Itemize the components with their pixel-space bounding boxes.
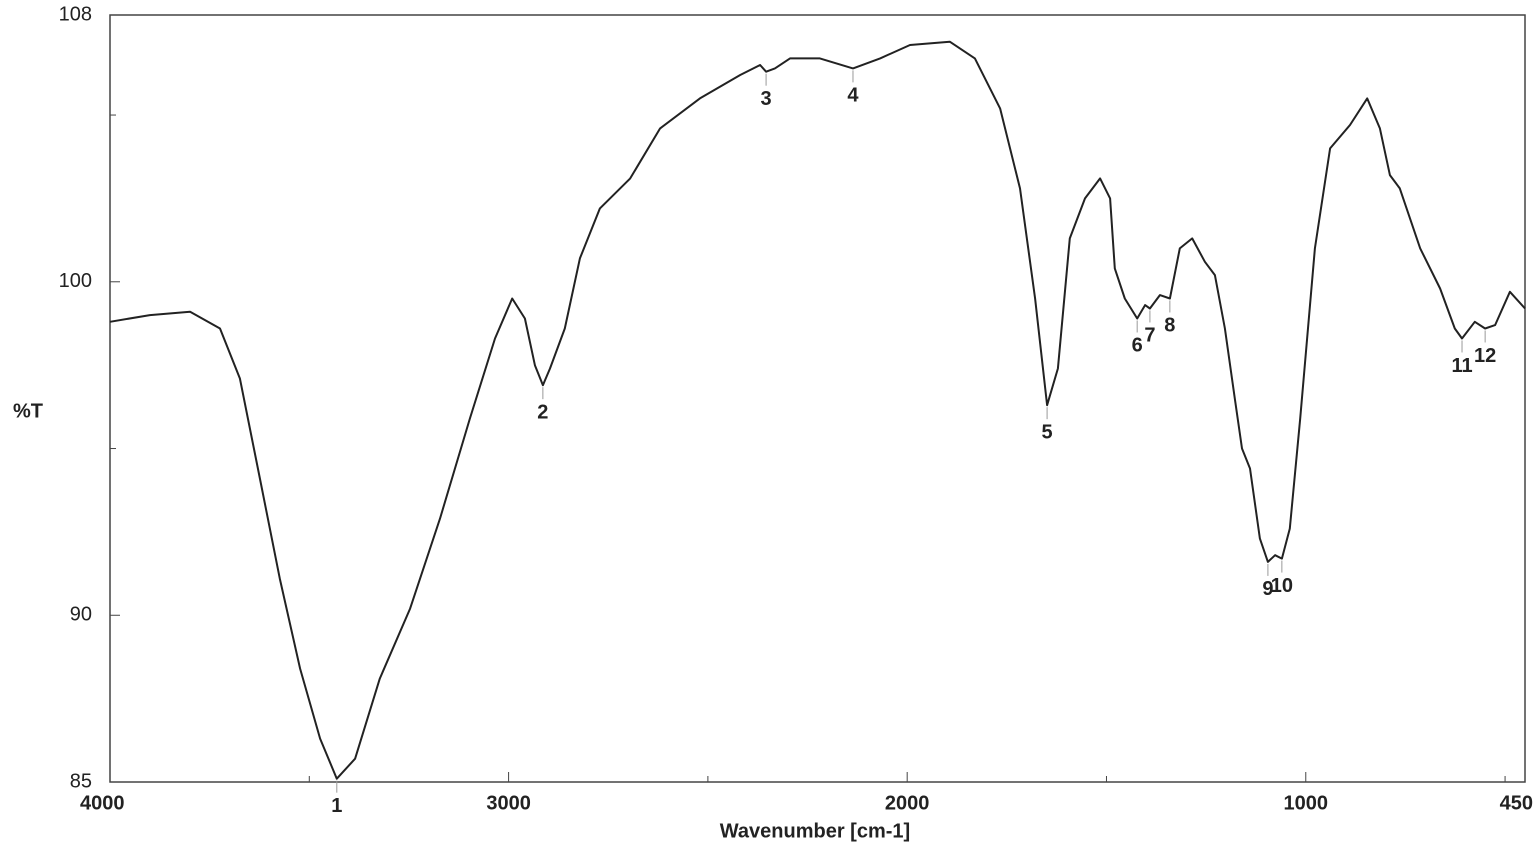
y-tick-label: 85 [70,770,92,792]
peak-label: 8 [1164,315,1175,337]
x-tick-label: 2000 [885,792,930,814]
x-tick-label: 450 [1500,792,1533,814]
peak-label: 4 [847,85,859,107]
peak-label: 1 [331,795,342,817]
peak-label: 9 [1262,578,1273,600]
y-axis-label: %T [13,400,43,422]
peak-label: 2 [537,401,548,423]
x-tick-label: 1000 [1284,792,1329,814]
peak-label: 12 [1474,345,1496,367]
peak-label: 11 [1451,355,1472,377]
peak-label: 3 [761,88,772,110]
x-axis-label: Wavenumber [cm-1] [720,820,910,842]
y-tick-label: 108 [59,3,92,25]
y-tick-label: 100 [59,270,92,292]
peak-label: 10 [1271,575,1293,597]
x-tick-label: 4000 [80,792,125,814]
peak-label: 6 [1132,335,1143,357]
peak-label: 5 [1042,421,1053,443]
y-tick-label: 90 [70,604,92,626]
peak-label: 7 [1144,325,1155,347]
plot-frame [109,14,1526,783]
spectrum-line [109,40,1526,780]
x-tick-label: 3000 [486,792,531,814]
